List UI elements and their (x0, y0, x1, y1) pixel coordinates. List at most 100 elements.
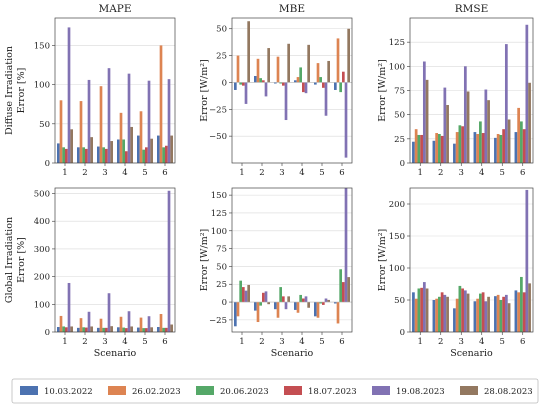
bar (110, 141, 113, 163)
bar (284, 302, 288, 310)
plot-area (410, 188, 533, 332)
bar (455, 298, 459, 332)
bar (502, 296, 505, 332)
plot-area (55, 18, 175, 163)
y-tick-label: 100 (34, 81, 50, 91)
x-tick-label: 1 (62, 337, 67, 347)
bar (259, 78, 262, 83)
bar (484, 89, 488, 163)
bar (417, 288, 421, 332)
bar (150, 138, 153, 163)
y-tick-label: 100 (389, 62, 405, 72)
bar (324, 298, 328, 303)
bar (102, 147, 105, 163)
bar (59, 100, 63, 163)
bar (274, 82, 277, 84)
bar (139, 111, 143, 163)
bar (82, 147, 85, 163)
y-tick-label: 0 (222, 78, 227, 88)
bar (99, 86, 103, 163)
bar (496, 134, 500, 163)
bar (347, 277, 350, 303)
bar (119, 316, 123, 332)
legend-frame (11, 378, 539, 404)
panel-diffuse-mape: 0 50 100 150 1 2 3 4 5 6 MAPE Diffuse Irradiation Er… (4, 3, 176, 178)
bar (236, 55, 240, 83)
bar (314, 302, 317, 317)
y-tick-label: 50 (394, 296, 405, 306)
bar (453, 143, 456, 163)
bar (107, 293, 111, 332)
bar (105, 148, 108, 163)
panel-title: MBE (279, 3, 305, 15)
bar (438, 296, 441, 332)
bar (162, 147, 165, 163)
legend: 10.03.2022 26.02.2023 20.06.2023 18.07.2023… (11, 378, 539, 404)
bar (145, 328, 148, 332)
bar (139, 317, 143, 332)
x-tick-label: 5 (500, 337, 505, 347)
bar (234, 302, 237, 327)
bar (476, 134, 480, 163)
x-tick-label: 6 (339, 337, 344, 347)
y-axis-label: Global Irradiation (4, 217, 15, 303)
panel-global-mape: 0 100 200 300 400 500 1 2 3 4 5 6 Scenario Global Irr… (4, 187, 176, 359)
bar (422, 61, 426, 163)
y-tick-label: 75 (394, 87, 405, 97)
bar (262, 80, 265, 83)
panel-title: RMSE (455, 3, 489, 15)
bar (254, 302, 257, 311)
x-tick-label: 6 (520, 337, 525, 347)
bar (458, 125, 462, 163)
bar (314, 82, 317, 85)
bar (159, 45, 163, 163)
bar (473, 301, 477, 332)
axes-frame (409, 17, 534, 164)
bar (236, 302, 240, 317)
bar (157, 135, 160, 163)
bar (422, 282, 426, 332)
x-tick-label: 1 (418, 337, 423, 347)
bar (239, 82, 242, 85)
y-tick-label: 125 (211, 209, 227, 219)
y-tick-label: 200 (389, 200, 405, 210)
bar (412, 292, 415, 332)
bar (443, 294, 447, 332)
bar (425, 288, 429, 332)
bar (294, 80, 297, 83)
y-tick-label: 0 (45, 159, 50, 169)
bar (90, 326, 93, 332)
x-tick-label: 4 (122, 337, 127, 347)
bar (137, 135, 140, 163)
legend-label: 28.08.2023 (484, 387, 533, 397)
bar (279, 82, 282, 84)
bar (137, 327, 140, 332)
x-tick-label: 3 (459, 337, 464, 347)
bar (239, 280, 242, 303)
x-tick-label: 1 (62, 168, 67, 178)
x-tick-label: 1 (418, 168, 423, 178)
bar (494, 296, 497, 332)
y-tick-label: −25 (209, 105, 227, 115)
bar (435, 298, 439, 332)
axes-frame (54, 17, 176, 164)
y-tick-label: 25 (216, 280, 227, 290)
bar (170, 135, 173, 163)
legend-swatch (372, 386, 390, 395)
bar (267, 302, 270, 305)
x-tick-label: 3 (279, 168, 284, 178)
bar (294, 302, 297, 310)
axes-frame (231, 187, 353, 333)
bar (147, 316, 151, 332)
bar (267, 48, 270, 83)
plot-area (55, 188, 175, 332)
bar (528, 283, 531, 332)
bar (256, 302, 260, 323)
bar (97, 146, 100, 163)
y-tick-label: 150 (389, 232, 405, 242)
bar (62, 147, 65, 163)
y-tick-label: 0 (400, 159, 405, 169)
bar (165, 145, 168, 163)
bar (162, 327, 165, 332)
y-tick-label: 0 (400, 328, 405, 338)
